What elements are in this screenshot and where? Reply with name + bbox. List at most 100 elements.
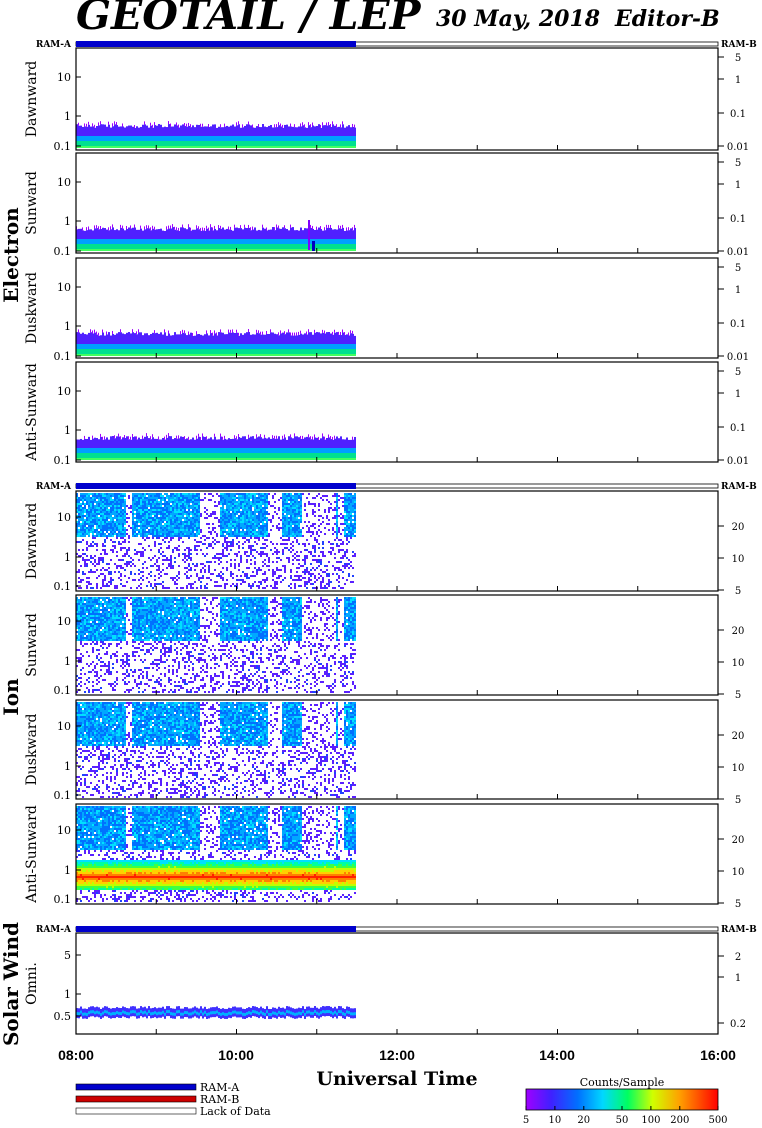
heatmap-cell xyxy=(108,501,110,503)
heatmap-cell xyxy=(152,527,154,529)
heatmap-cell xyxy=(92,495,94,497)
heatmap-cell xyxy=(246,567,248,569)
heatmap-cell xyxy=(186,525,188,527)
heatmap-cell xyxy=(190,513,192,515)
heatmap-cell xyxy=(138,573,140,575)
heatmap-cell xyxy=(192,501,194,503)
heatmap-cell xyxy=(254,249,256,251)
y-tick-label: 10 xyxy=(57,176,71,189)
heatmap-cell xyxy=(100,434,101,437)
heatmap-cell xyxy=(96,225,97,228)
heatmap-cell xyxy=(258,513,260,515)
heatmap-cell xyxy=(236,503,238,505)
heatmap-cell xyxy=(194,539,196,541)
heatmap-cell xyxy=(342,121,343,124)
heatmap-cell xyxy=(250,587,252,589)
heatmap-cell xyxy=(230,495,232,497)
heatmap-cell xyxy=(166,533,168,535)
heatmap-cell xyxy=(150,521,152,523)
heatmap-cell xyxy=(142,513,144,515)
heatmap-cell xyxy=(198,579,200,581)
heatmap-cell xyxy=(226,543,228,545)
heatmap-cell xyxy=(242,521,244,523)
heatmap-cell xyxy=(182,249,184,251)
heatmap-cell xyxy=(208,499,210,501)
heatmap-cell xyxy=(282,354,284,356)
heatmap-cell xyxy=(290,244,292,249)
heatmap-cell xyxy=(354,458,356,460)
heatmap-cell xyxy=(252,521,254,523)
heatmap-cell xyxy=(96,545,98,547)
heatmap-cell xyxy=(126,521,128,523)
heatmap-cell xyxy=(150,529,152,531)
heatmap-cell xyxy=(250,493,252,495)
heatmap-cell xyxy=(222,249,224,251)
heatmap-cell xyxy=(82,559,84,561)
heatmap-cell xyxy=(270,244,272,249)
heatmap-cell xyxy=(138,497,140,499)
heatmap-cell xyxy=(148,581,150,583)
heatmap-cell xyxy=(114,523,116,525)
heatmap-cell xyxy=(350,453,352,458)
heatmap-cell xyxy=(220,499,222,501)
heatmap-cell xyxy=(156,523,158,525)
heatmap-cell xyxy=(174,523,176,525)
heatmap-cell xyxy=(144,453,146,458)
heatmap-cell xyxy=(124,505,126,507)
heatmap-cell xyxy=(140,507,142,509)
heatmap-cell xyxy=(204,146,206,148)
heatmap-cell xyxy=(262,249,264,251)
heatmap-cell xyxy=(174,507,176,509)
heatmap-cell xyxy=(352,331,353,334)
heatmap-cell xyxy=(254,453,256,458)
heatmap-cell xyxy=(162,559,164,561)
heatmap-cell xyxy=(152,497,154,499)
heatmap-cell xyxy=(228,553,230,555)
y2-tick-label: 0.1 xyxy=(730,109,746,120)
heatmap-cell xyxy=(164,509,166,511)
heatmap-cell xyxy=(228,511,230,513)
heatmap-cell xyxy=(264,141,266,146)
heatmap-cell xyxy=(250,511,252,513)
heatmap-cell xyxy=(186,513,188,515)
heatmap-cell xyxy=(354,146,356,148)
heatmap-cell xyxy=(238,501,240,503)
heatmap-cell xyxy=(120,505,122,507)
heatmap-cell xyxy=(264,453,266,458)
heatmap-cell xyxy=(128,517,130,519)
heatmap-cell xyxy=(144,519,146,521)
heatmap-cell xyxy=(138,525,140,527)
heatmap-cell xyxy=(226,517,228,519)
heatmap-cell xyxy=(84,523,86,525)
heatmap-cell xyxy=(126,581,128,583)
heatmap-cell xyxy=(196,573,198,575)
heatmap-cell xyxy=(218,354,220,356)
heatmap-cell xyxy=(208,571,210,573)
heatmap-cell xyxy=(196,545,198,547)
heatmap-cell xyxy=(322,122,323,125)
heatmap-cell xyxy=(160,501,162,503)
y-tick-label: 10 xyxy=(57,71,71,84)
heatmap-cell xyxy=(312,146,314,148)
heatmap-cell xyxy=(102,515,104,517)
heatmap-cell xyxy=(112,517,114,519)
heatmap-cell xyxy=(196,519,198,521)
heatmap-cell xyxy=(98,561,100,563)
heatmap-cell xyxy=(320,354,322,356)
heatmap-cell xyxy=(108,509,110,511)
heatmap-cell xyxy=(318,458,320,460)
heatmap-cell xyxy=(130,453,132,458)
heatmap-cell xyxy=(94,517,96,519)
heatmap-cell xyxy=(138,458,140,460)
heatmap-cell xyxy=(82,535,84,537)
heatmap-cell xyxy=(258,517,260,519)
heatmap-cell xyxy=(120,573,122,575)
heatmap-cell xyxy=(192,503,194,505)
heatmap-cell xyxy=(150,497,152,499)
heatmap-cell xyxy=(188,583,190,585)
heatmap-cell xyxy=(132,559,134,561)
heatmap-cell xyxy=(236,330,237,333)
heatmap-cell xyxy=(180,249,182,251)
heatmap-cell xyxy=(82,349,84,354)
heatmap-cell xyxy=(246,559,248,561)
